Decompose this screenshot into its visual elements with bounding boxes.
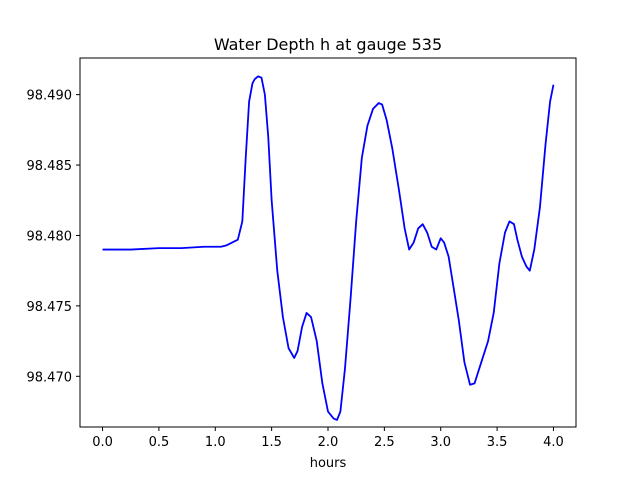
y-tick-label: 98.475 <box>27 300 73 315</box>
y-tick-label: 98.485 <box>27 159 73 174</box>
x-tick-label: 1.0 <box>205 435 226 450</box>
plot-area <box>102 75 555 421</box>
y-tick-label: 98.490 <box>27 89 73 104</box>
x-tick-label: 3.0 <box>430 435 451 450</box>
x-axis: 0.0 0.5 1.0 1.5 2.0 2.5 3.0 3.5 4.0 <box>92 427 564 450</box>
x-tick-label: 2.5 <box>374 435 395 450</box>
y-tick-label: 98.470 <box>27 370 73 385</box>
x-tick-label: 2.0 <box>318 435 339 450</box>
chart-title: Water Depth h at gauge 535 <box>214 35 442 54</box>
y-tick-label: 98.480 <box>27 229 73 244</box>
x-tick-label: 0.0 <box>92 435 113 450</box>
y-axis: 98.470 98.475 98.480 98.485 98.490 <box>27 89 80 385</box>
series-line <box>102 75 555 421</box>
x-axis-label: hours <box>310 456 347 471</box>
x-tick-label: 1.5 <box>261 435 282 450</box>
x-tick-label: 3.5 <box>487 435 508 450</box>
x-tick-label: 0.5 <box>149 435 170 450</box>
x-tick-label: 4.0 <box>543 435 564 450</box>
